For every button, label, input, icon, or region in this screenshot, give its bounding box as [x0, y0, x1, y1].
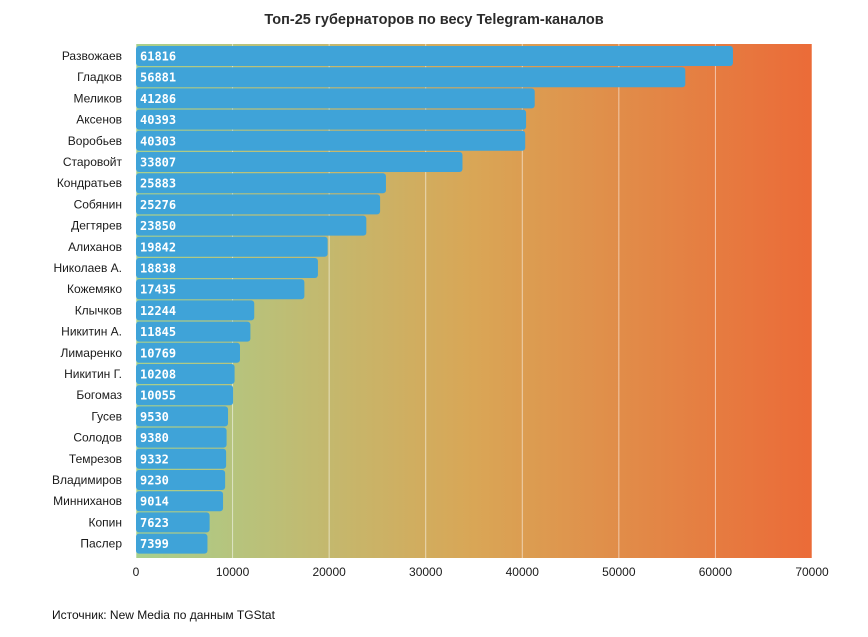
bar-value-label: 12244 [140, 304, 176, 318]
category-label: Кожемяко [67, 282, 122, 296]
x-tick-label: 40000 [506, 565, 540, 579]
bar-value-label: 25883 [140, 177, 176, 191]
x-tick-label: 30000 [409, 565, 443, 579]
x-tick-label: 10000 [216, 565, 250, 579]
x-axis-ticks: 0 10000 20000 30000 40000 50000 60000 70000 [133, 565, 829, 579]
category-label: Николаев А. [53, 261, 122, 275]
bar-value-label: 18838 [140, 262, 176, 276]
bar [136, 279, 305, 300]
bar-value-label: 23850 [140, 219, 176, 233]
bar-value-label: 9230 [140, 474, 169, 488]
bars: 61816 56881 41286 40393 40303 33807 25883 25276… [136, 46, 733, 554]
bar-value-label: 9530 [140, 410, 169, 424]
bar-value-label: 19842 [140, 240, 176, 254]
category-labels: Развожаев Гладков Меликов Аксенов Воробьев Ст… [52, 49, 123, 551]
bar [136, 109, 527, 130]
x-tick-label: 70000 [795, 565, 829, 579]
bar-value-label: 25276 [140, 198, 176, 212]
x-tick-label: 0 [133, 565, 140, 579]
bar [136, 173, 386, 194]
bar [136, 342, 240, 363]
category-label: Владимиров [52, 473, 122, 487]
category-label: Старовойт [63, 155, 123, 169]
bar [136, 88, 535, 109]
category-label: Гладков [77, 70, 122, 84]
bar-value-label: 9332 [140, 452, 169, 466]
category-label: Темрезов [69, 452, 122, 466]
category-label: Аксенов [76, 113, 122, 127]
category-label: Никитин Г. [64, 367, 122, 381]
category-label: Собянин [74, 197, 122, 211]
source-note: Источник: New Media по данным TGStat [52, 608, 275, 622]
bar [136, 300, 255, 321]
category-label: Минниханов [53, 494, 122, 508]
bar [136, 533, 208, 554]
bar [136, 470, 226, 490]
bar-value-label: 40393 [140, 113, 176, 127]
bar [136, 448, 227, 469]
bar [136, 67, 686, 88]
category-label: Клычков [75, 303, 122, 317]
bar [136, 215, 367, 236]
bar-value-label: 61816 [140, 50, 176, 64]
bar-value-label: 10208 [140, 368, 176, 382]
bar-value-label: 9380 [140, 431, 169, 445]
category-label: Меликов [73, 91, 122, 105]
bar [136, 427, 227, 448]
category-label: Дегтярев [71, 219, 122, 233]
bar [136, 512, 210, 533]
category-label: Кондратьев [57, 176, 122, 190]
category-label: Развожаев [62, 49, 122, 63]
bar-value-label: 7623 [140, 516, 169, 530]
bar [136, 385, 234, 406]
x-tick-label: 50000 [602, 565, 636, 579]
bar-value-label: 41286 [140, 92, 176, 106]
bar-value-label: 33807 [140, 156, 176, 170]
category-label: Гусев [91, 409, 122, 423]
bar [136, 152, 463, 172]
bar [136, 46, 733, 66]
category-label: Копин [89, 515, 123, 529]
bar [136, 406, 229, 427]
bar [136, 364, 235, 384]
bar [136, 258, 318, 278]
category-label: Паслер [80, 537, 122, 551]
category-label: Алиханов [68, 240, 122, 254]
bar-value-label: 10055 [140, 389, 176, 403]
chart-title: Топ-25 губернаторов по весу Telegram-кан… [264, 12, 604, 28]
category-label: Богомаз [76, 388, 122, 402]
bar [136, 321, 251, 342]
bar-value-label: 9014 [140, 495, 169, 509]
bar-value-label: 17435 [140, 283, 176, 297]
x-tick-label: 20000 [312, 565, 346, 579]
bar-value-label: 10769 [140, 346, 176, 360]
bar-value-label: 7399 [140, 537, 169, 551]
category-label: Никитин А. [61, 325, 122, 339]
category-label: Воробьев [68, 134, 122, 148]
bar [136, 130, 526, 151]
bar [136, 491, 224, 512]
category-label: Лимаренко [60, 346, 122, 360]
bar-value-label: 56881 [140, 71, 176, 85]
category-label: Солодов [73, 431, 122, 445]
bar-value-label: 40303 [140, 134, 176, 148]
bar-value-label: 11845 [140, 325, 176, 339]
bar [136, 236, 328, 257]
x-tick-label: 60000 [699, 565, 733, 579]
bar [136, 194, 381, 215]
